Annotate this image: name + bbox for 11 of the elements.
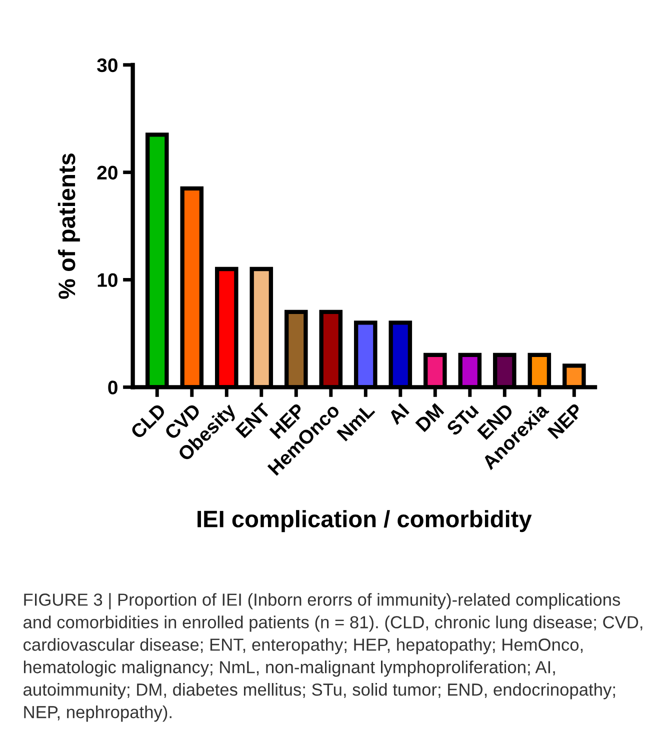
x-tick-label: DM [415,403,444,432]
caption: FIGURE 3 | Proportion of IEI (Inborn erorrs of immunity)-related complications and comorbidities in enrolled patients (n = 81). (CLD, chronic lung disease; CVD, cardiovascular disease; ENT, enteropathy; HEP, hepatopathy; HemOnco, hematologic malignancy; NmL, non-malignant lymphoproliferation; AI, autoimmunity; DM, diabetes mellitus; STu, solid tumor; END, endocrinopathy; NEP, nephropathy). [24,593,642,722]
x-tick-label: STu [446,403,480,436]
y-tick-label: 0 [108,380,118,394]
y-tick-label: 10 [98,273,118,287]
x-axis-title: IEI complication / comorbidity [198,510,532,532]
y-axis-title: % of patients [58,154,80,299]
y-tick-label: 20 [97,166,118,180]
x-tick-label: CLD [130,402,167,440]
y-tick-label: 30 [97,58,118,72]
x-tick-label: AI [387,403,410,426]
